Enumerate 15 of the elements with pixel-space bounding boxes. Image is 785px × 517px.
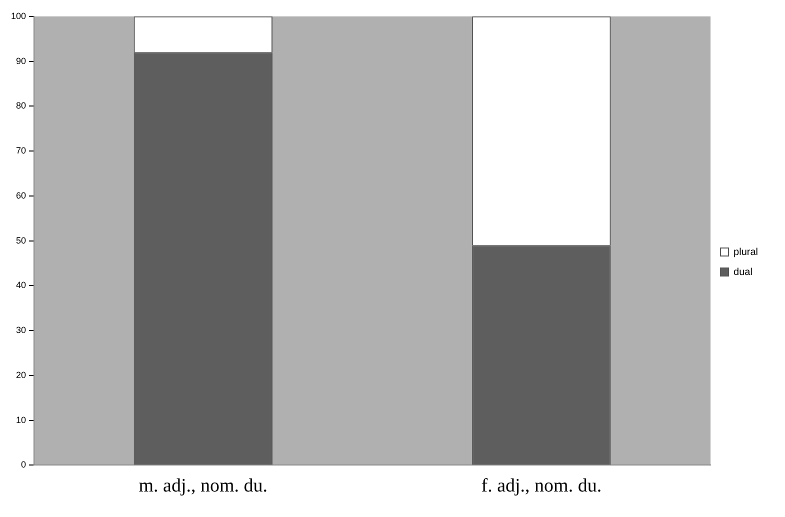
y-tick-label: 0 <box>21 460 26 470</box>
y-tick-label: 20 <box>16 370 26 380</box>
x-tick-label: m. adj., nom. du. <box>138 476 268 497</box>
y-tick-label: 80 <box>16 100 26 111</box>
y-tick-label: 10 <box>16 414 26 425</box>
y-tick-label: 50 <box>16 235 26 246</box>
y-tick-label: 60 <box>16 190 26 200</box>
y-tick-label: 90 <box>16 56 26 66</box>
y-tick-label: 30 <box>16 325 26 336</box>
y-tick-label: 40 <box>16 280 26 290</box>
y-tick-label: 70 <box>16 146 26 156</box>
legend-label: dual <box>734 266 752 278</box>
y-tick-label: 100 <box>10 10 26 21</box>
legend-label: plural <box>734 246 758 258</box>
x-tick-label: f. adj., nom. du. <box>481 476 602 497</box>
